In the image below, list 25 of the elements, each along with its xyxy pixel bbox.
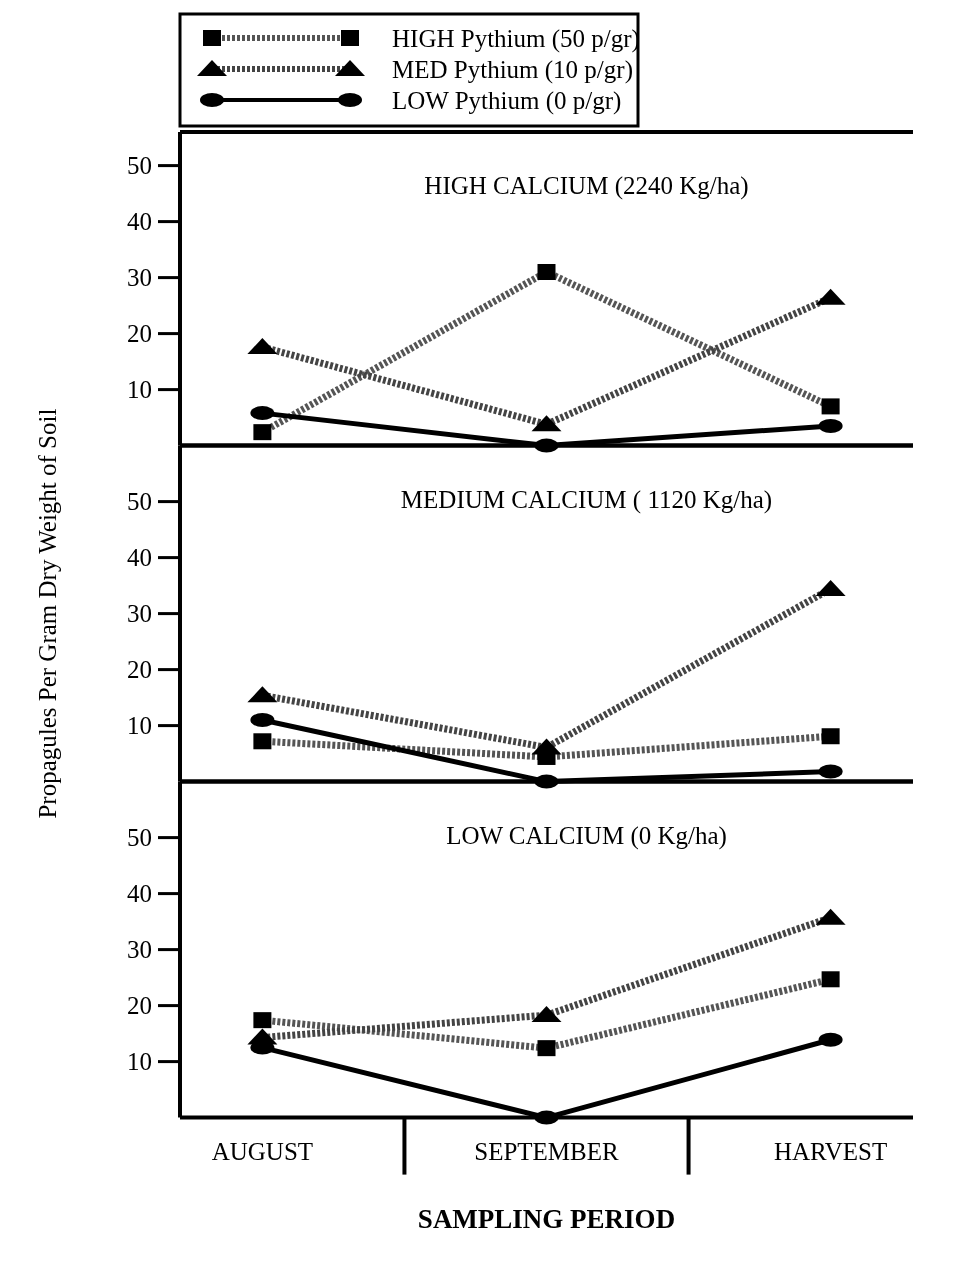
y-tick-label: 10 — [127, 712, 152, 740]
legend-label: MED Pythium (10 p/gr) — [392, 55, 633, 84]
legend-label: LOW Pythium (0 p/gr) — [392, 86, 622, 115]
y-tick-label: 20 — [127, 656, 152, 684]
y-tick-label: 40 — [127, 544, 152, 572]
x-tick-label: AUGUST — [211, 1137, 314, 1165]
text: LOW CALCIUM (0 Kg/ha) — [446, 821, 727, 850]
y-tick-label: 40 — [127, 880, 152, 908]
y-tick-label: 50 — [127, 152, 152, 180]
y-tick-label: 30 — [127, 936, 152, 964]
y-axis-title: Propagules Per Gram Dry Weight of Soil — [34, 408, 61, 819]
x-axis-title: SAMPLING PERIOD — [417, 1203, 676, 1234]
x-tick-label: SEPTEMBER — [474, 1137, 620, 1165]
text: HIGH CALCIUM (2240 Kg/ha) — [424, 172, 749, 200]
text: MEDIUM CALCIUM ( 1120 Kg/ha) — [400, 485, 773, 514]
x-tick-label: HARVEST — [773, 1137, 888, 1165]
y-tick-label: 20 — [127, 320, 152, 348]
y-tick-label: 10 — [127, 1048, 152, 1076]
y-tick-label: 20 — [127, 992, 152, 1020]
y-tick-label: 30 — [127, 264, 152, 292]
y-tick-label: 50 — [127, 488, 152, 516]
y-tick-label: 50 — [127, 824, 152, 852]
y-tick-label: 10 — [127, 376, 152, 404]
y-tick-label: 40 — [127, 208, 152, 236]
y-tick-label: 30 — [127, 600, 152, 628]
